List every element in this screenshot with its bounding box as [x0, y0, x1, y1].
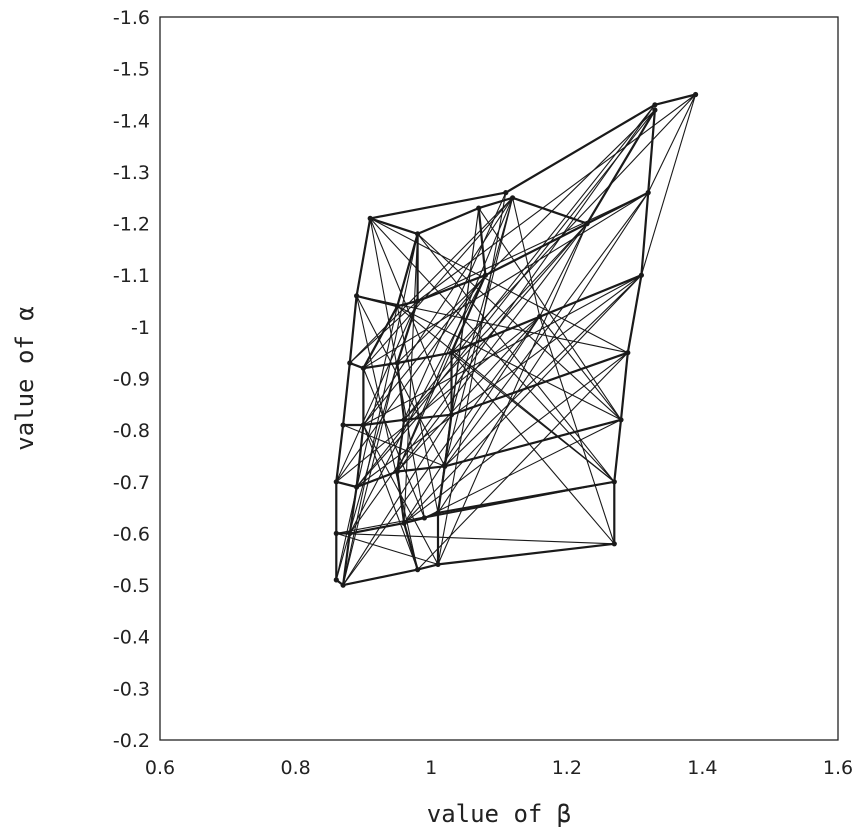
y-tick-label: -0.6	[113, 523, 150, 545]
data-point	[340, 582, 346, 588]
data-point	[401, 417, 407, 423]
y-tick-label: -0.7	[113, 472, 150, 494]
y-tick-label: -0.9	[113, 369, 150, 391]
data-point	[435, 561, 441, 568]
y-axis-title: value of α	[11, 306, 39, 451]
data-point	[360, 422, 366, 428]
data-point	[435, 510, 441, 516]
data-point	[415, 231, 421, 237]
data-point	[693, 91, 699, 98]
data-point	[333, 577, 339, 583]
y-tick-labels: -0.2 -0.3 -0.4 -0.5 -0.6 -0.7 -0.8 -0.9 -1 -1.1 -1…	[113, 7, 150, 752]
data-point	[618, 417, 624, 423]
y-tick-label: -0.3	[113, 678, 150, 700]
y-tick-label: -1.2	[113, 214, 150, 236]
data-point	[347, 530, 353, 537]
series-line	[512, 93, 697, 318]
y-tick-label: -0.8	[113, 420, 150, 442]
data-point	[611, 541, 617, 547]
series-layer	[335, 93, 697, 587]
data-point	[638, 272, 645, 278]
series-line	[369, 109, 656, 235]
series-line	[613, 109, 656, 544]
data-point	[442, 463, 448, 469]
series-line	[335, 542, 615, 587]
data-point	[625, 350, 631, 356]
data-point	[509, 195, 516, 201]
data-point	[354, 293, 360, 299]
data-point	[401, 520, 407, 526]
data-point	[340, 422, 346, 428]
x-axis-title: value of β	[427, 800, 572, 828]
data-point	[611, 479, 617, 485]
y-tick-label: -1.6	[113, 7, 150, 29]
y-tick-label: -0.4	[113, 627, 150, 649]
data-point	[482, 272, 488, 278]
data-point	[652, 102, 658, 108]
x-tick-label: 1	[425, 757, 437, 779]
x-tick-labels: 0.6 0.8 1 1.2 1.4 1.6	[145, 757, 853, 779]
data-point	[448, 350, 455, 356]
y-tick-label: -1.4	[113, 110, 150, 132]
data-point	[394, 468, 400, 475]
data-point	[367, 215, 373, 221]
data-point	[448, 412, 455, 418]
plot-frame	[159, 16, 839, 741]
data-point	[333, 530, 339, 537]
data-point	[537, 313, 543, 320]
y-tick-label: -0.2	[113, 730, 150, 752]
data-point	[476, 205, 482, 211]
x-tick-label: 1.4	[687, 757, 717, 779]
y-tick-label: -1.1	[113, 265, 150, 287]
node-layer	[333, 91, 699, 588]
x-tick-label: 1.6	[823, 757, 853, 779]
data-point	[360, 365, 366, 371]
x-tick-label: 0.6	[145, 757, 175, 779]
y-tick-label: -0.5	[113, 575, 150, 597]
data-point	[354, 484, 360, 490]
y-tick-label: -1.5	[113, 59, 150, 81]
data-point	[394, 303, 400, 309]
x-tick-label: 1.2	[552, 757, 582, 779]
plot-area	[159, 16, 839, 741]
data-point	[421, 515, 427, 521]
x-tick-label: 0.8	[280, 757, 310, 779]
data-point	[645, 190, 651, 196]
data-point	[394, 360, 400, 366]
data-point	[333, 479, 339, 485]
data-point	[652, 107, 658, 113]
y-tick-label: -1	[131, 317, 150, 339]
y-tick-label: -1.3	[113, 162, 150, 184]
data-point	[347, 360, 353, 366]
data-point	[415, 298, 421, 304]
data-point	[503, 190, 509, 196]
series-line	[369, 93, 696, 220]
series-line	[343, 351, 629, 427]
data-point	[584, 221, 590, 227]
data-point	[415, 567, 421, 573]
